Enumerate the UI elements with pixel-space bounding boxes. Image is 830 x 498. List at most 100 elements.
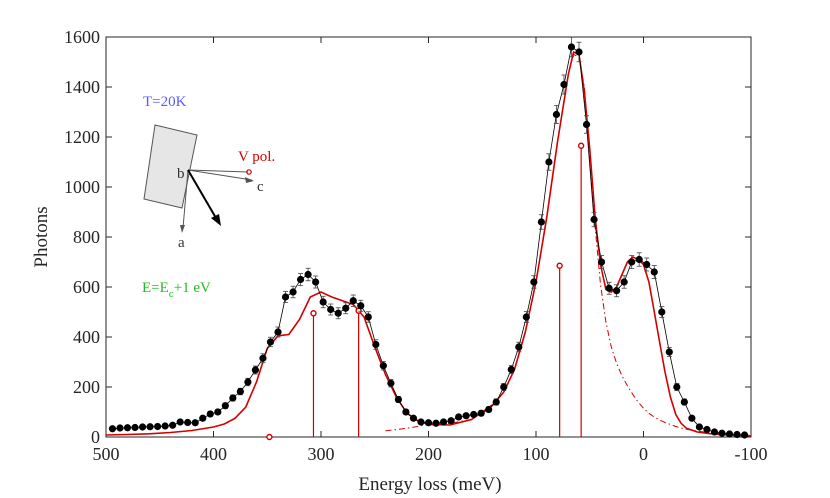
energy-rest-text: +1 eV <box>174 280 211 296</box>
data-point <box>582 120 591 129</box>
x-tick-label: 100 <box>523 444 550 464</box>
data-point <box>552 110 561 119</box>
data-point <box>530 278 538 286</box>
a-arrowhead-icon <box>180 225 185 233</box>
data-point <box>251 366 260 374</box>
data-point <box>402 408 410 416</box>
data-point <box>417 418 425 426</box>
stem-markers <box>266 142 585 441</box>
y-tick-label: 1000 <box>64 177 100 197</box>
data-point <box>658 308 666 316</box>
energy-main-text: E=E <box>142 280 169 296</box>
data-connector-line <box>112 46 745 436</box>
data-point <box>387 379 395 387</box>
stem-marker <box>310 310 317 317</box>
data-point <box>281 293 290 301</box>
data-point <box>176 418 184 426</box>
data-point <box>372 340 380 349</box>
data-point <box>191 419 199 427</box>
data-point <box>522 313 530 321</box>
data-point <box>485 405 493 414</box>
data-point <box>605 284 613 292</box>
incident-energy-label: E=Ec+1 eV <box>142 280 211 300</box>
data-point <box>131 423 139 432</box>
x-tick-label: 300 <box>308 444 335 464</box>
data-point <box>138 423 147 431</box>
data-point <box>665 348 673 356</box>
fit-dashdot-line <box>385 53 752 436</box>
data-point <box>266 338 275 346</box>
data-point <box>146 423 154 431</box>
data-point <box>379 362 387 370</box>
data-point <box>161 422 169 430</box>
beam-arrow <box>187 169 217 219</box>
c-axis-line <box>187 169 253 181</box>
data-point <box>590 215 598 224</box>
data-point <box>650 268 658 276</box>
data-point <box>628 258 636 266</box>
crystal-inset: T=20K b c a V pol. E=Ec+1 eV <box>142 94 275 300</box>
data-point <box>169 421 177 429</box>
stem-marker <box>556 262 563 269</box>
x-tick-label: -100 <box>735 444 768 464</box>
data-point <box>116 424 124 432</box>
polarization-label: V pol. <box>238 149 275 165</box>
data-point <box>635 255 643 264</box>
y-axis-title: Photons <box>31 206 52 267</box>
x-axis-title: Energy loss (meV) <box>358 474 501 495</box>
c-axis-arrow <box>187 169 249 173</box>
data-point <box>108 425 117 433</box>
data-point <box>560 80 568 89</box>
stem-marker <box>577 142 585 149</box>
y-tick-label: 600 <box>73 277 100 297</box>
data-point <box>304 270 312 279</box>
data-point <box>703 425 711 434</box>
data-point <box>455 413 463 421</box>
data-point <box>688 414 696 422</box>
data-point <box>507 365 515 374</box>
fit-curves <box>105 50 752 437</box>
data-point <box>424 419 433 427</box>
plot-frame <box>105 36 752 438</box>
fit-total-line <box>105 50 752 437</box>
energy-subscript: c <box>169 288 174 300</box>
data-point <box>710 428 719 436</box>
data-point <box>327 305 335 314</box>
data-points <box>108 36 749 439</box>
data-point <box>567 43 576 51</box>
data-point <box>123 424 132 432</box>
data-point <box>206 410 214 418</box>
plot-area <box>105 36 752 438</box>
temperature-label: T=20K <box>143 94 187 110</box>
sample-face-icon <box>143 124 198 209</box>
data-point <box>432 419 440 427</box>
x-tick-label: 0 <box>639 444 648 464</box>
data-point <box>733 430 741 439</box>
data-point <box>342 304 350 312</box>
data-point <box>296 275 305 284</box>
data-point <box>740 431 749 439</box>
data-point <box>409 414 418 422</box>
data-point <box>236 387 244 396</box>
data-point <box>613 287 621 295</box>
data-point <box>500 383 508 391</box>
stem-marker <box>266 433 273 441</box>
data-point <box>244 378 252 386</box>
data-point <box>214 408 222 416</box>
data-point <box>334 309 342 317</box>
y-tick-label: 1200 <box>64 127 100 147</box>
y-tick-label: 1600 <box>64 27 100 47</box>
data-point <box>620 278 628 286</box>
data-point <box>477 409 485 417</box>
data-point <box>199 414 207 422</box>
a-axis-label: a <box>178 235 185 251</box>
data-point <box>725 430 734 438</box>
data-point <box>447 417 455 425</box>
data-point <box>537 218 545 226</box>
data-point <box>680 398 688 406</box>
data-point <box>545 158 553 166</box>
x-tick-label: 500 <box>93 444 120 464</box>
a-axis-arrow <box>182 169 189 229</box>
beam-arrowhead-icon <box>211 214 221 226</box>
